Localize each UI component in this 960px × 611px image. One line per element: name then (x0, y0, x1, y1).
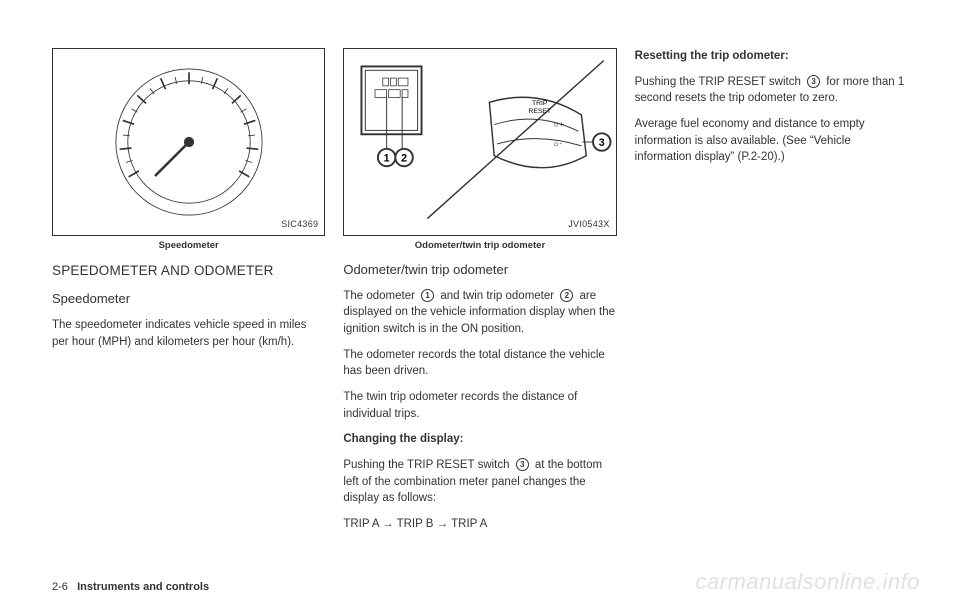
svg-text:☼+: ☼+ (553, 120, 565, 129)
chapter-title: Instruments and controls (77, 581, 209, 593)
callout-3-icon: 3 (516, 458, 529, 471)
page-number: 2-6 (52, 581, 68, 593)
svg-text:TRIP: TRIP (532, 100, 548, 107)
figure-caption: Speedometer (52, 239, 325, 253)
column-1: SIC4369 Speedometer SPEEDOMETER AND ODOM… (52, 48, 325, 542)
text: Pushing the TRIP RESET switch (343, 459, 512, 471)
paragraph: The odometer records the total distance … (343, 347, 616, 380)
svg-text:RESET: RESET (529, 108, 552, 115)
page-footer: 2-6 Instruments and controls (52, 581, 209, 593)
text: The odometer (343, 290, 418, 302)
paragraph: Pushing the TRIP RESET switch 3 at the b… (343, 457, 616, 507)
paragraph-heading: Changing the display: (343, 431, 616, 448)
callout-1-icon: 1 (421, 289, 434, 302)
section-title: SPEEDOMETER AND ODOMETER (52, 261, 325, 281)
figure-odometer: 1 2 TRIP RESET ☼+ ☼- (343, 48, 616, 236)
svg-text:☼-: ☼- (553, 139, 563, 148)
column-2: 1 2 TRIP RESET ☼+ ☼- (343, 48, 616, 542)
odometer-diagram-icon: 1 2 TRIP RESET ☼+ ☼- (344, 49, 615, 237)
paragraph: Average fuel economy and distance to emp… (635, 116, 908, 166)
paragraph: The odometer 1 and twin trip odometer 2 … (343, 288, 616, 338)
column-3: Resetting the trip odometer: Pushing the… (635, 48, 908, 542)
figure-code: JVI0543X (568, 218, 609, 231)
figure-caption: Odometer/twin trip odometer (343, 239, 616, 253)
svg-text:3: 3 (599, 137, 605, 149)
watermark: carmanualsonline.info (695, 569, 920, 595)
text: and twin trip odometer (437, 290, 557, 302)
paragraph: The twin trip odometer records the dista… (343, 389, 616, 422)
callout-3-icon: 3 (807, 75, 820, 88)
callout-2-icon: 2 (560, 289, 573, 302)
figure-speedometer: SIC4369 (52, 48, 325, 236)
page-columns: SIC4369 Speedometer SPEEDOMETER AND ODOM… (52, 48, 908, 542)
subsection-title: Odometer/twin trip odometer (343, 261, 616, 280)
paragraph: Pushing the TRIP RESET switch 3 for more… (635, 74, 908, 107)
paragraph-heading: Resetting the trip odometer: (635, 48, 908, 65)
paragraph: The speedometer indicates vehicle speed … (52, 317, 325, 350)
speedometer-gauge-icon (53, 49, 324, 235)
svg-text:2: 2 (401, 152, 407, 164)
figure-code: SIC4369 (281, 218, 318, 231)
svg-text:1: 1 (384, 152, 390, 164)
text: Pushing the TRIP RESET switch (635, 76, 804, 88)
paragraph: TRIP A → TRIP B → TRIP A (343, 516, 616, 533)
subsection-title: Speedometer (52, 290, 325, 309)
